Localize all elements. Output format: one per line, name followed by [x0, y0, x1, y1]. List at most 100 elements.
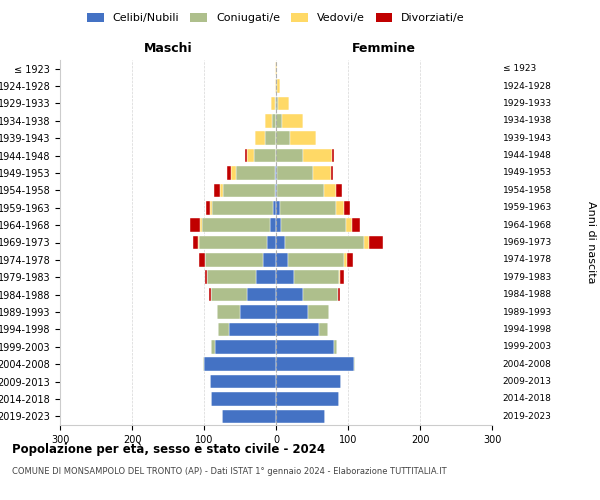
Bar: [215, 340, 276, 353]
Bar: [332, 149, 334, 162]
Text: COMUNE DI MONSAMPOLO DEL TRONTO (AP) - Dati ISTAT 1° gennaio 2024 - Elaborazione: COMUNE DI MONSAMPOLO DEL TRONTO (AP) - D…: [12, 468, 446, 476]
Text: 2014-2018: 2014-2018: [503, 394, 551, 404]
Bar: [344, 253, 347, 266]
Bar: [205, 270, 207, 284]
Bar: [276, 270, 294, 284]
Bar: [276, 62, 277, 76]
Text: 1974-1978: 1974-1978: [503, 256, 552, 264]
Bar: [268, 236, 276, 250]
Bar: [256, 270, 276, 284]
Bar: [294, 270, 338, 284]
Bar: [324, 184, 337, 197]
Bar: [319, 322, 328, 336]
Bar: [277, 80, 280, 93]
Bar: [313, 166, 331, 180]
Bar: [275, 96, 276, 110]
Bar: [222, 410, 276, 423]
Bar: [276, 80, 277, 93]
Bar: [344, 201, 350, 214]
Bar: [338, 288, 340, 302]
Text: 2019-2023: 2019-2023: [503, 412, 551, 421]
Bar: [198, 236, 199, 250]
Bar: [210, 201, 212, 214]
Bar: [211, 340, 215, 353]
Legend: Celibi/Nubili, Coniugati/e, Vedovi/e, Divorziati/e: Celibi/Nubili, Coniugati/e, Vedovi/e, Di…: [83, 8, 469, 28]
Text: Femmine: Femmine: [352, 42, 416, 55]
Bar: [272, 114, 276, 128]
Bar: [334, 340, 337, 353]
Bar: [276, 288, 304, 302]
Bar: [275, 62, 276, 76]
Text: 1924-1928: 1924-1928: [503, 82, 551, 90]
Bar: [304, 149, 332, 162]
Bar: [288, 253, 344, 266]
Bar: [284, 236, 364, 250]
Bar: [265, 114, 272, 128]
Bar: [245, 149, 247, 162]
Bar: [347, 253, 353, 266]
Bar: [364, 236, 369, 250]
Text: Anni di nascita: Anni di nascita: [586, 201, 596, 284]
Bar: [278, 96, 289, 110]
Bar: [276, 236, 284, 250]
Bar: [277, 166, 313, 180]
Bar: [276, 358, 354, 371]
Bar: [263, 253, 276, 266]
Bar: [255, 132, 265, 145]
Bar: [276, 253, 288, 266]
Bar: [304, 288, 338, 302]
Bar: [203, 358, 204, 371]
Bar: [369, 236, 383, 250]
Bar: [247, 288, 276, 302]
Bar: [209, 288, 211, 302]
Bar: [276, 410, 325, 423]
Bar: [331, 166, 333, 180]
Bar: [275, 80, 276, 93]
Bar: [227, 166, 230, 180]
Text: 1989-1993: 1989-1993: [503, 308, 552, 316]
Bar: [276, 392, 340, 406]
Text: ≤ 1923: ≤ 1923: [503, 64, 536, 73]
Bar: [212, 201, 273, 214]
Bar: [276, 166, 277, 180]
Bar: [200, 218, 202, 232]
Bar: [254, 149, 276, 162]
Bar: [230, 166, 236, 180]
Text: 2004-2008: 2004-2008: [503, 360, 551, 368]
Bar: [337, 184, 342, 197]
Bar: [240, 305, 276, 319]
Text: 1949-1953: 1949-1953: [503, 168, 552, 177]
Text: 1994-1998: 1994-1998: [503, 325, 552, 334]
Bar: [276, 201, 280, 214]
Bar: [199, 253, 205, 266]
Bar: [273, 201, 276, 214]
Bar: [276, 132, 290, 145]
Bar: [202, 218, 270, 232]
Bar: [352, 218, 360, 232]
Text: 1979-1983: 1979-1983: [503, 273, 552, 282]
Bar: [210, 375, 276, 388]
Bar: [275, 184, 276, 197]
Bar: [275, 166, 276, 180]
Bar: [276, 184, 277, 197]
Bar: [206, 201, 210, 214]
Bar: [276, 322, 319, 336]
Bar: [276, 305, 308, 319]
Text: 1959-1963: 1959-1963: [503, 203, 552, 212]
Bar: [211, 392, 276, 406]
Text: 1934-1938: 1934-1938: [503, 116, 552, 126]
Text: 1984-1988: 1984-1988: [503, 290, 552, 299]
Bar: [276, 96, 278, 110]
Bar: [290, 132, 316, 145]
Bar: [346, 218, 352, 232]
Bar: [276, 114, 282, 128]
Text: 1954-1958: 1954-1958: [503, 186, 552, 195]
Bar: [211, 288, 247, 302]
Bar: [207, 270, 256, 284]
Bar: [276, 218, 281, 232]
Text: Popolazione per età, sesso e stato civile - 2024: Popolazione per età, sesso e stato civil…: [12, 442, 325, 456]
Text: 1999-2003: 1999-2003: [503, 342, 552, 351]
Bar: [247, 149, 254, 162]
Bar: [220, 184, 223, 197]
Bar: [193, 236, 198, 250]
